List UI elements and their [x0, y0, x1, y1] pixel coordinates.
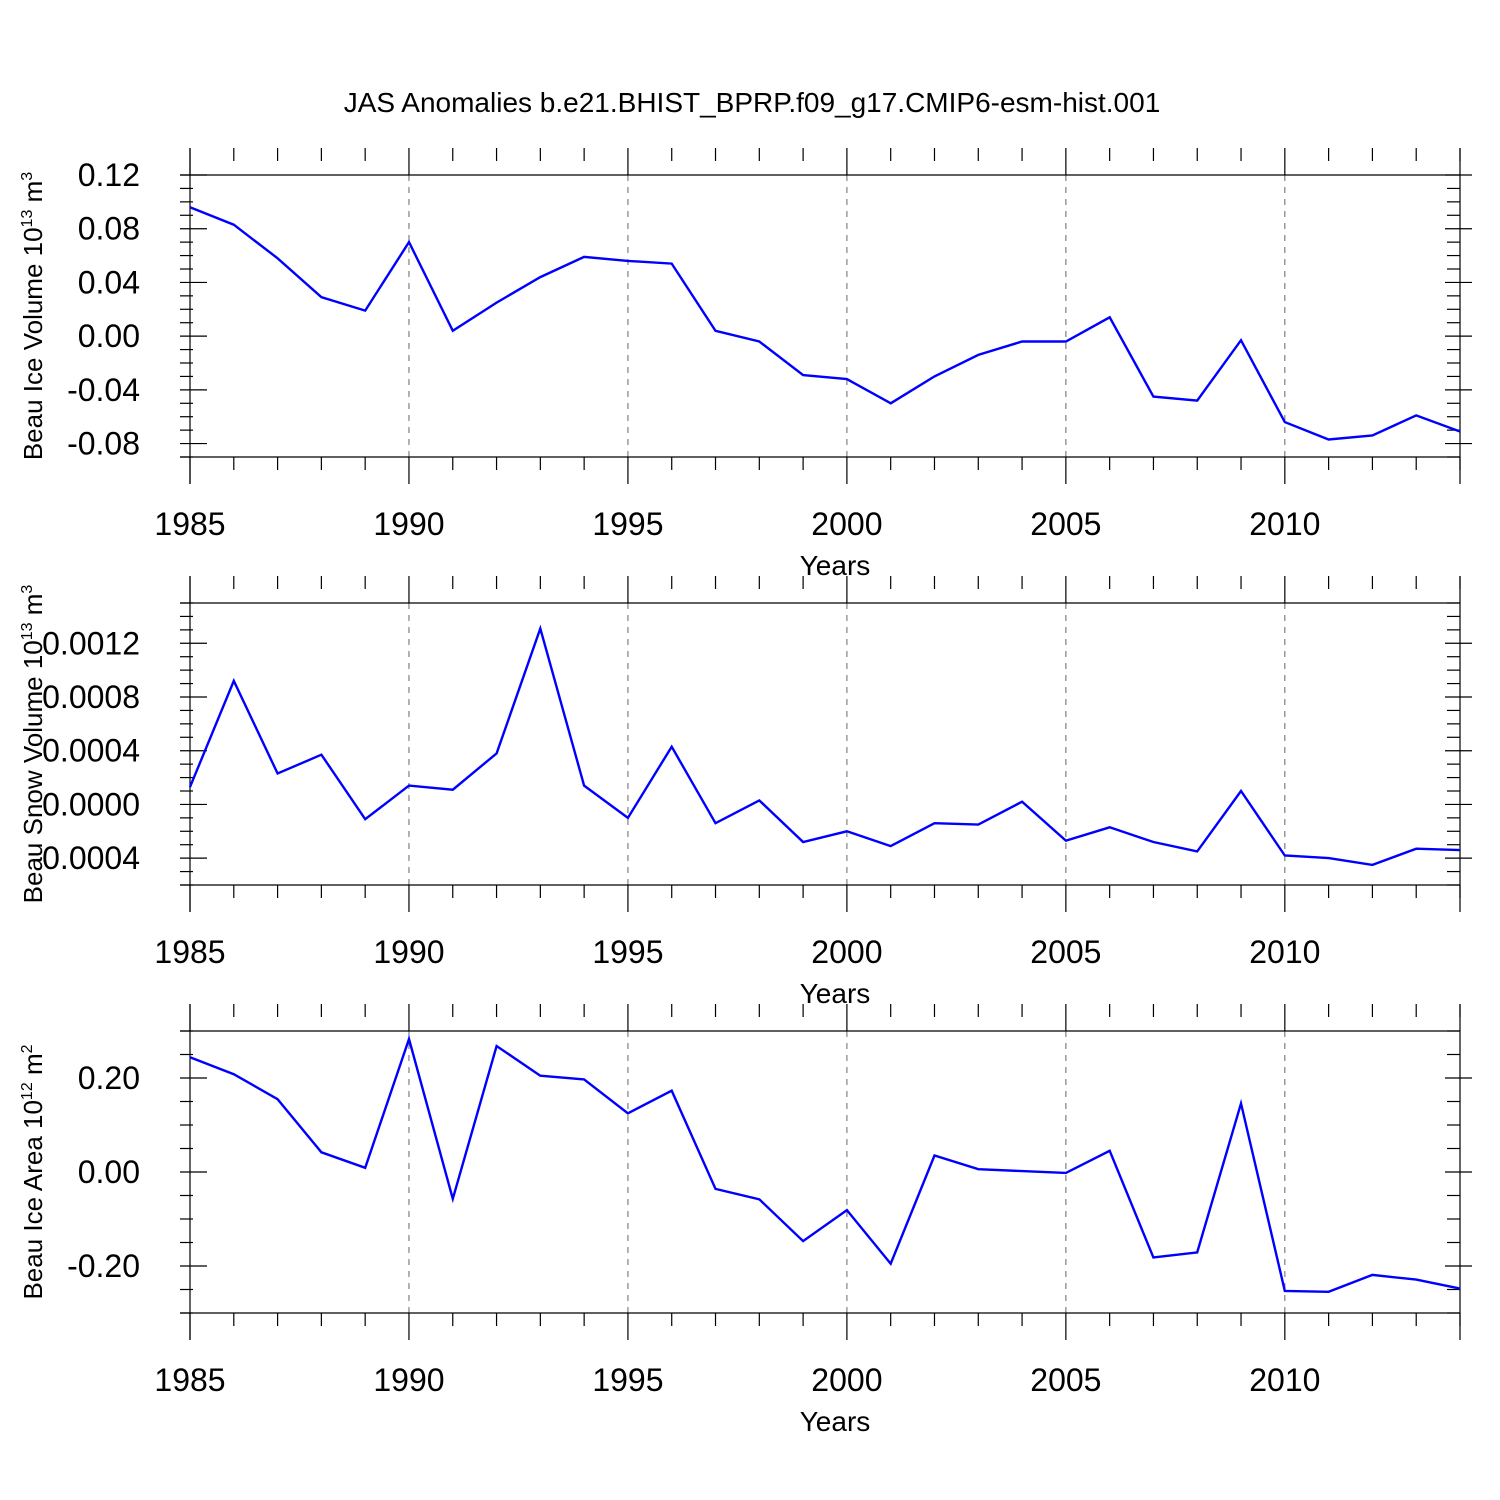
x-tick-label: 1990: [373, 934, 444, 970]
x-tick-label: 2010: [1249, 1362, 1320, 1398]
x-tick-label: 1995: [592, 506, 663, 542]
x-tick-label: 2005: [1030, 934, 1101, 970]
y-tick-label: 0.12: [78, 157, 140, 193]
panel-1: 1985 1990 1995 2000 2005 2010 Years -0.08 -0.04 0…: [18, 148, 1472, 581]
y-tick-label: 0.0008: [42, 679, 140, 715]
panel-3: 1985 1990 1995 2000 2005 2010 Years -0.20 0.00 0.…: [18, 1004, 1472, 1437]
x-tick-label: 1995: [592, 1362, 663, 1398]
x-tick-label: 2010: [1249, 934, 1320, 970]
y-axis-label: Beau Ice Area 1012 m2: [18, 1044, 48, 1299]
x-tick-label: 1985: [154, 934, 225, 970]
series-line: [189, 1034, 1461, 1294]
y-tick-label: -0.0004: [31, 840, 140, 876]
x-tick-label: 2000: [811, 934, 882, 970]
y-tick-label: 0.0012: [42, 625, 140, 661]
y-tick-label: 0.20: [78, 1060, 140, 1096]
y-tick-label: -0.04: [67, 372, 140, 408]
y-tick-label: 0.0004: [42, 733, 140, 769]
x-tick-label: 2000: [811, 1362, 882, 1398]
panel-2: 1985 1990 1995 2000 2005 2010 Years -0.0004 0.00…: [18, 576, 1472, 1009]
series-line: [189, 206, 1461, 441]
y-tick-label: 0.00: [78, 1154, 140, 1190]
y-axis-label: Beau Ice Volume 1013 m3: [18, 172, 48, 460]
y-tick-label: -0.08: [67, 426, 140, 462]
x-tick-label: 2005: [1030, 1362, 1101, 1398]
series-line: [188, 624, 1461, 867]
x-axis-label: Years: [800, 1406, 871, 1437]
x-tick-label: 2005: [1030, 506, 1101, 542]
x-tick-label: 1985: [154, 506, 225, 542]
y-axis-label: Beau Snow Volume 1013 m3: [18, 585, 48, 904]
x-tick-label: 1985: [154, 1362, 225, 1398]
y-tick-label: -0.20: [67, 1248, 140, 1284]
x-tick-label: 1990: [373, 1362, 444, 1398]
x-tick-label: 2010: [1249, 506, 1320, 542]
y-tick-label: 0.08: [78, 211, 140, 247]
x-axis-label: Years: [800, 550, 871, 581]
figure-title: JAS Anomalies b.e21.BHIST_BPRP.f09_g17.C…: [344, 87, 1161, 118]
x-tick-label: 1990: [373, 506, 444, 542]
x-tick-label: 1995: [592, 934, 663, 970]
panels: 1985 1990 1995 2000 2005 2010 Years -0.08 -0.04 0…: [18, 148, 1472, 1437]
y-tick-label: 0.04: [78, 264, 140, 300]
x-axis-label: Years: [800, 978, 871, 1009]
x-tick-label: 2000: [811, 506, 882, 542]
y-tick-label: 0.00: [78, 318, 140, 354]
y-tick-label: 0.0000: [42, 786, 140, 822]
